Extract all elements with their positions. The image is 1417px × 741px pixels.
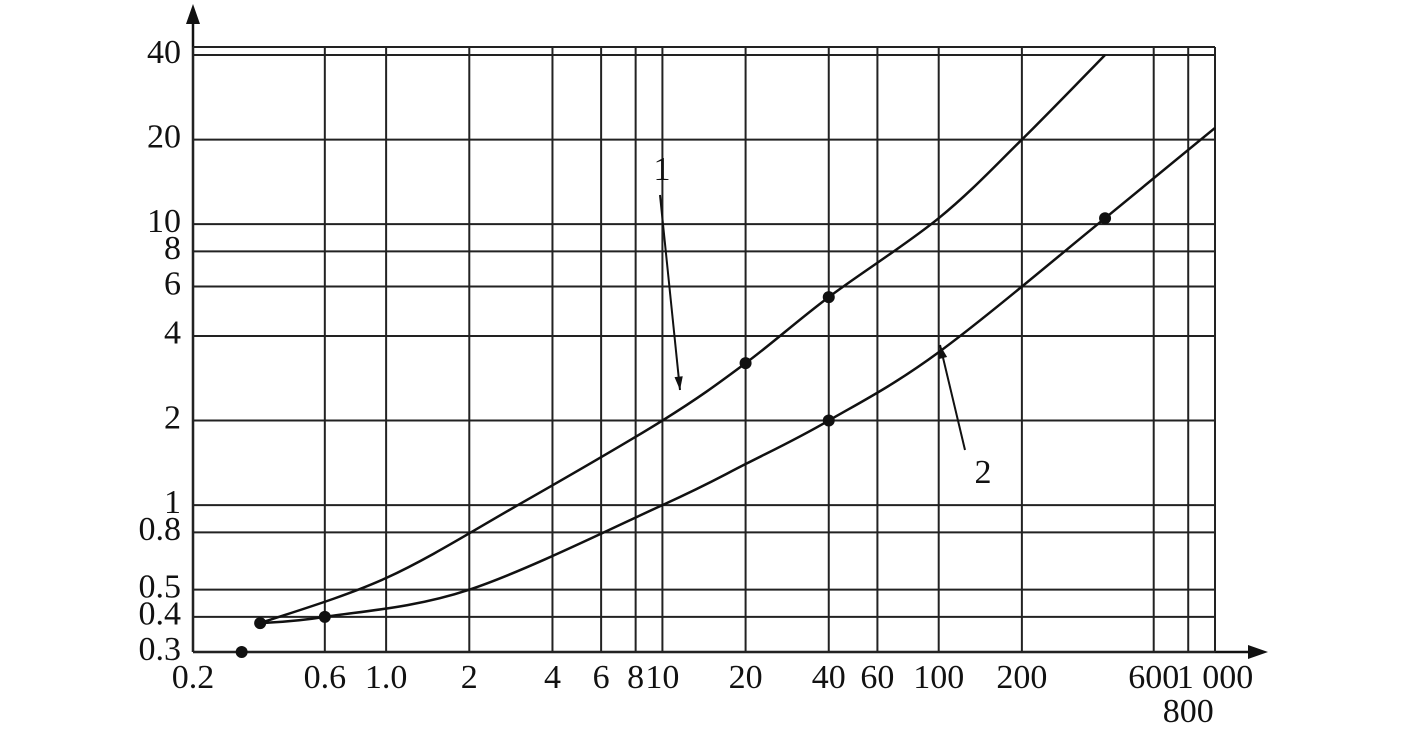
x-tick-label: 4 bbox=[544, 659, 561, 696]
x-tick-label: 60 bbox=[860, 659, 894, 696]
y-tick-label: 40 bbox=[147, 34, 181, 71]
x-tick-label: 20 bbox=[729, 659, 763, 696]
curve bbox=[260, 126, 1216, 625]
leader-line bbox=[939, 344, 966, 451]
x-tick-label: 10 bbox=[645, 659, 679, 696]
series-label: 1 bbox=[654, 151, 671, 188]
leader-arrow bbox=[939, 345, 948, 359]
y-tick-label: 10 bbox=[147, 203, 181, 240]
point bbox=[1099, 212, 1112, 225]
y-tick-label: 0.5 bbox=[139, 568, 182, 605]
y-tick-label: 20 bbox=[147, 118, 181, 155]
x-tick-label: 6 bbox=[593, 659, 610, 696]
point bbox=[318, 610, 331, 623]
point bbox=[739, 357, 752, 370]
x-tick-label: 100 bbox=[913, 659, 964, 696]
point bbox=[235, 646, 248, 658]
x-tick-label: 0.2 bbox=[172, 659, 215, 696]
x-tick-label: 800 bbox=[1163, 693, 1214, 730]
x-tick-label: 40 bbox=[812, 659, 846, 696]
x-tick-label: 1 000 bbox=[1177, 659, 1254, 696]
x-axis-arrow bbox=[1248, 645, 1268, 659]
y-tick-label: 1 bbox=[164, 484, 181, 521]
y-tick-label: 0.8 bbox=[139, 511, 182, 548]
y-tick-label: 0.3 bbox=[139, 631, 182, 668]
x-tick-label: 600 bbox=[1128, 659, 1179, 696]
point bbox=[822, 414, 835, 427]
curve bbox=[259, 54, 1106, 625]
y-tick-label: 2 bbox=[164, 399, 181, 436]
x-tick-label: 200 bbox=[996, 659, 1047, 696]
y-axis-arrow bbox=[186, 4, 200, 24]
leader-line bbox=[659, 194, 681, 391]
leader-arrow bbox=[674, 376, 683, 390]
y-tick-label: 0.4 bbox=[139, 596, 182, 633]
series-label: 2 bbox=[975, 454, 992, 491]
x-tick-label: 8 bbox=[627, 659, 644, 696]
y-tick-label: 4 bbox=[164, 315, 181, 352]
y-tick-label: 6 bbox=[164, 265, 181, 302]
x-tick-label: 2 bbox=[461, 659, 478, 696]
y-tick-label: 8 bbox=[164, 230, 181, 267]
x-tick-label: 1.0 bbox=[365, 659, 408, 696]
x-tick-label: 0.6 bbox=[304, 659, 347, 696]
point bbox=[822, 291, 835, 304]
